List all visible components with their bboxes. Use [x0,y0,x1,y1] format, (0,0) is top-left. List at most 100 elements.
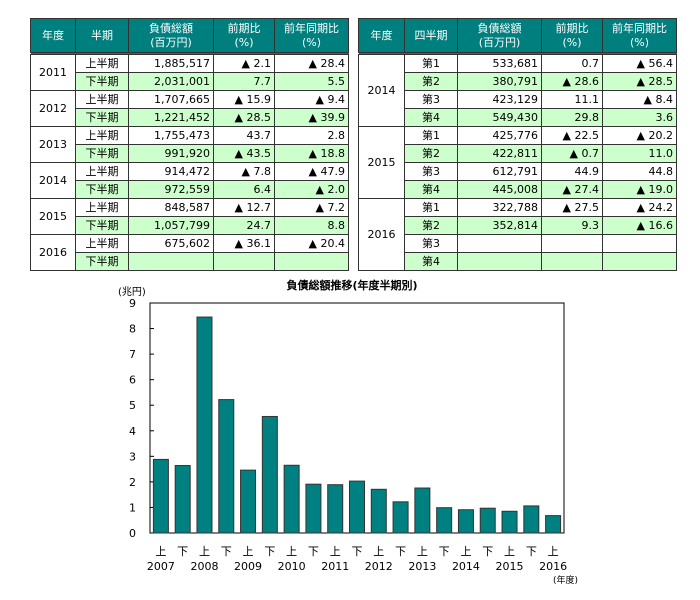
table-row: 下半期 991,920 ▲ 43.5 ▲ 18.8 [31,144,349,163]
prev-period-cell: 7.7 [213,72,275,91]
x-tick-label: 上 [330,545,341,558]
amount-cell: 612,791 [457,162,542,181]
period-cell: 第3 [404,90,458,109]
amount-cell: 1,221,452 [128,108,214,127]
amount-cell: 445,008 [457,180,542,199]
yoy-cell: 11.0 [602,144,677,163]
x-tick-label: 下 [395,545,406,558]
prev-period-cell [541,252,603,271]
x-tick-label: 下 [264,545,275,558]
bar [392,501,409,534]
year-label: 2013 [408,560,436,573]
x-tick-label: 上 [504,545,515,558]
year-label: 2016 [539,560,567,573]
x-tick-label: 下 [526,545,537,558]
table-row: 下半期 1,221,452 ▲ 28.5 ▲ 39.9 [31,108,349,127]
bar [523,505,540,534]
year-cell: 2012 [30,90,76,127]
yoy-cell [602,234,677,253]
amount-cell: 425,776 [457,126,542,145]
prev-period-cell: 11.1 [541,90,603,109]
prev-period-cell [213,252,275,271]
prev-period-cell: 43.7 [213,126,275,145]
yoy-cell: ▲ 56.4 [602,53,677,73]
yoy-cell: ▲ 28.4 [274,53,349,73]
table-row: 第3 423,129 11.1 ▲ 8.4 [359,90,677,109]
yoy-cell: ▲ 18.8 [274,144,349,163]
x-tick-label: 下 [352,545,363,558]
table-row: 第2 422,811 ▲ 0.7 11.0 [359,144,677,163]
table-row: 下半期 [31,252,349,271]
yoy-cell: 5.5 [274,72,349,91]
table-row: 2014 第1 533,681 0.7 ▲ 56.4 [358,53,677,127]
period-cell: 下半期 [75,252,129,271]
y-tick-label: 0 [129,527,136,540]
period-cell: 下半期 [75,180,129,199]
prev-period-cell: ▲ 27.5 [541,198,603,217]
bar [305,483,322,534]
period-cell: 第4 [404,252,458,271]
bar [414,487,431,534]
header-row: 年度 半期 負債総額 (百万円) 前期比 (%) 前年同期比 (%) [30,18,349,55]
prev-period-cell: 9.3 [541,216,603,235]
debt-chart: 負債総額推移(年度半期別)(兆円)0123456789上2007下 上2008下上… [118,278,578,586]
amount-cell: 914,472 [128,162,214,181]
prev-period-cell: 0.7 [541,53,603,73]
amount-cell: 380,791 [457,72,542,91]
table-row: 2013 上半期 1,755,473 43.7 2.8 [30,126,349,163]
period-cell: 下半期 [75,108,129,127]
y-tick-label: 9 [129,297,136,310]
period-cell: 上半期 [75,234,129,253]
year-cell: 2016 [30,234,76,271]
yoy-cell: ▲ 39.9 [274,108,349,127]
amount-cell: 533,681 [457,53,542,73]
year-label: 2014 [452,560,480,573]
table-row: 下半期 2,031,001 7.7 5.5 [31,72,349,91]
x-tick-label: 上 [286,545,297,558]
table-row: 2014 上半期 914,472 ▲ 7.8 ▲ 47.9 [30,162,349,199]
year-label: 2012 [365,560,393,573]
column-header: 前期比 (%) [541,18,603,55]
column-header: 前期比 (%) [213,18,275,55]
table-row: 2016 上半期 675,602 ▲ 36.1 ▲ 20.4 [30,234,349,271]
prev-period-cell [541,234,603,253]
column-header: 前年同期比 (%) [274,18,349,55]
amount-cell: 422,811 [457,144,542,163]
header-row: 年度 四半期 負債総額 (百万円) 前期比 (%) 前年同期比 (%) [358,18,677,55]
period-cell: 第1 [404,53,458,73]
year-label: 2007 [147,560,175,573]
period-cell: 上半期 [75,126,129,145]
bar [327,484,344,534]
amount-cell [457,252,542,271]
amount-cell: 848,587 [128,198,214,217]
x-tick-label: 下 [177,545,188,558]
x-tick-label: 上 [243,545,254,558]
year-cell: 2014 [358,53,405,127]
prev-period-cell: ▲ 43.5 [213,144,275,163]
prev-period-cell: 6.4 [213,180,275,199]
prev-period-cell: ▲ 12.7 [213,198,275,217]
bar [370,488,387,534]
yoy-cell: ▲ 8.4 [602,90,677,109]
yoy-cell: 3.6 [602,108,677,127]
column-header: 四半期 [404,18,458,55]
year-label: 2010 [278,560,306,573]
prev-period-cell: ▲ 7.8 [213,162,275,181]
yoy-cell: ▲ 7.2 [274,198,349,217]
table-row: 第3 612,791 44.9 44.8 [359,162,677,181]
amount-cell: 549,430 [457,108,542,127]
period-cell: 下半期 [75,144,129,163]
bar [545,515,562,534]
year-cell: 2015 [358,126,405,199]
yoy-cell: ▲ 19.0 [602,180,677,199]
table-row: 第4 445,008 ▲ 27.4 ▲ 19.0 [359,180,677,199]
x-axis-unit: (年度) [553,574,578,586]
prev-period-cell: ▲ 27.4 [541,180,603,199]
y-tick-label: 2 [129,476,136,489]
period-cell: 上半期 [75,53,129,73]
prev-period-cell: ▲ 28.5 [213,108,275,127]
yoy-cell: 8.8 [274,216,349,235]
period-cell: 上半期 [75,90,129,109]
x-tick-label: 下 [308,545,319,558]
half-year-table: 年度 半期 負債総額 (百万円) 前期比 (%) 前年同期比 (%) 2011 上半期 1,885,… [30,18,349,271]
